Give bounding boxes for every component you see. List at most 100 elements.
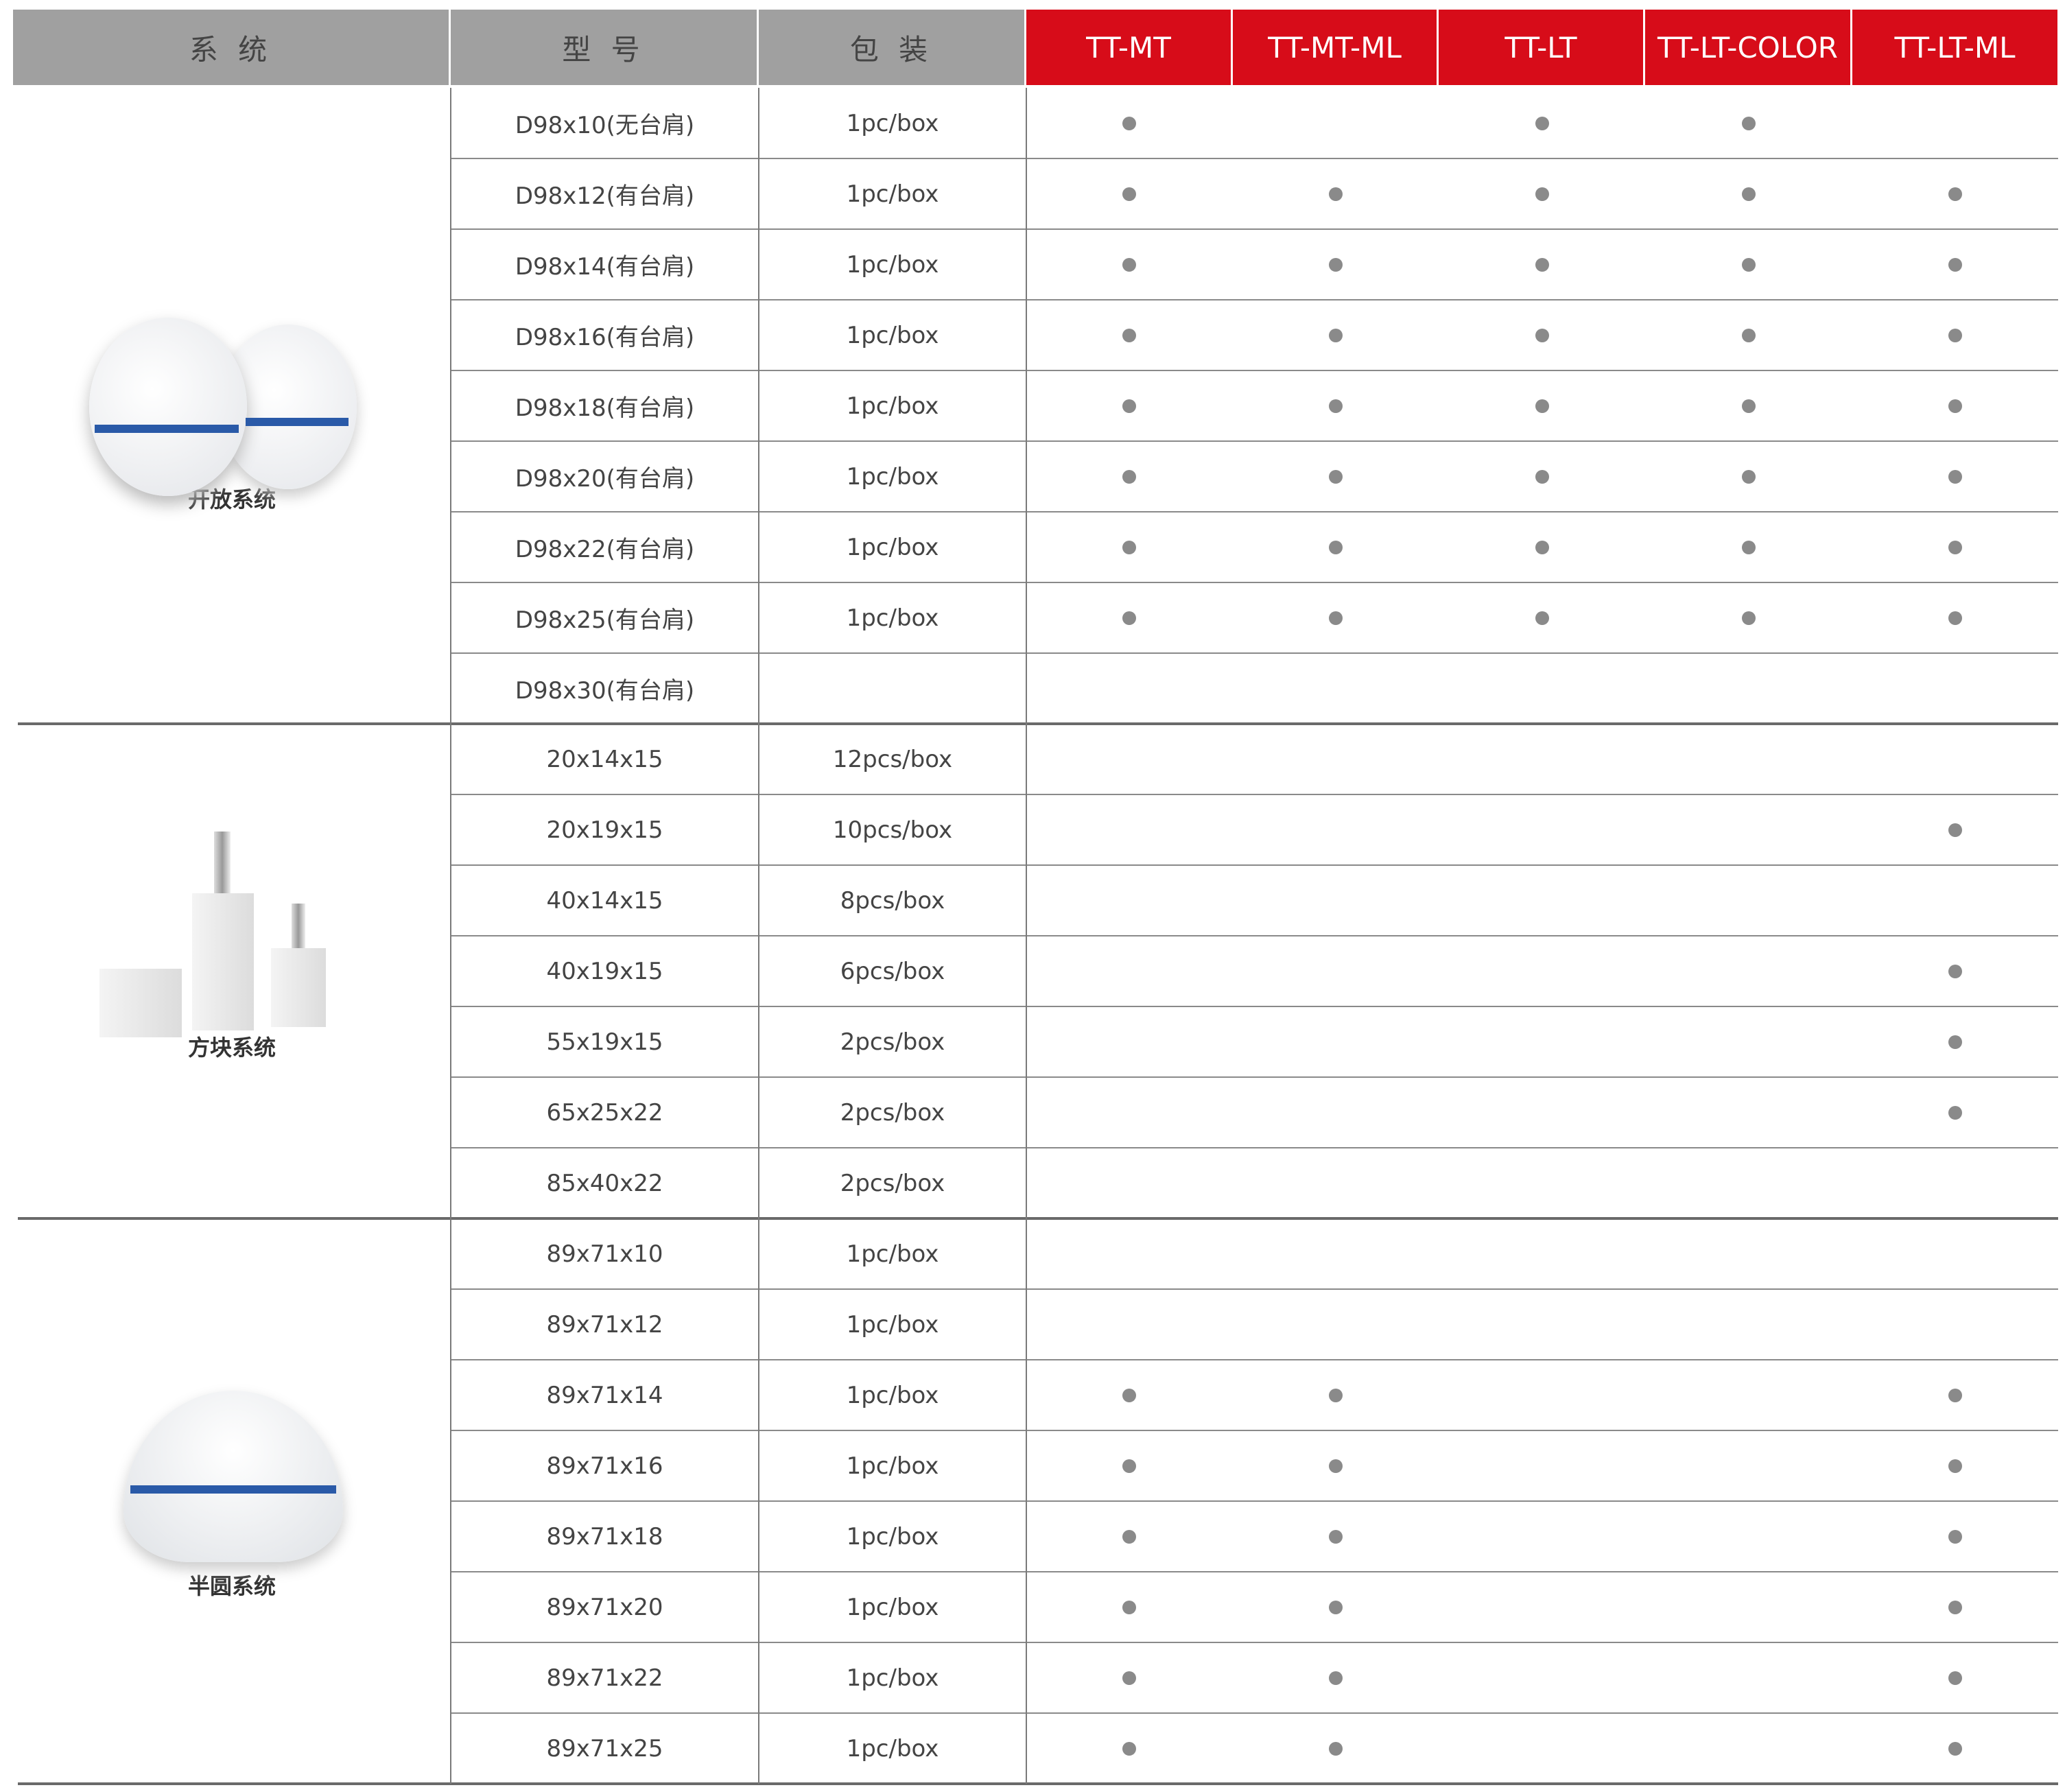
availability-dot — [1948, 1600, 1962, 1614]
availability-dot — [1122, 1671, 1136, 1685]
header-tt-mt-ml: TT-MT-ML — [1233, 10, 1439, 85]
row-divider — [451, 299, 2058, 300]
row-divider — [451, 1076, 2058, 1078]
packaging-cell: 2pcs/box — [840, 1028, 945, 1056]
availability-dot — [1948, 964, 1962, 978]
block-image — [96, 832, 343, 1038]
packaging-cell: 8pcs/box — [840, 886, 945, 915]
availability-dot — [1948, 823, 1962, 837]
semicircle-blank-image — [123, 1390, 343, 1562]
availability-dot — [1122, 328, 1136, 342]
model-cell: 89x71x22 — [546, 1664, 663, 1692]
row-divider — [451, 1006, 2058, 1007]
packaging-cell: 1pc/box — [846, 1522, 939, 1551]
packaging-cell: 1pc/box — [846, 1240, 939, 1268]
model-cell: 85x40x22 — [546, 1169, 663, 1197]
availability-dot — [1122, 1600, 1136, 1614]
model-cell: 55x19x15 — [546, 1028, 663, 1056]
packaging-cell — [759, 653, 1026, 724]
availability-dot — [1535, 611, 1549, 625]
availability-dot — [1329, 1741, 1343, 1756]
row-divider — [451, 1147, 2058, 1148]
availability-dot — [1535, 257, 1549, 272]
row-divider — [451, 511, 2058, 512]
availability-dot — [1329, 1529, 1343, 1544]
availability-dot — [1122, 1388, 1136, 1402]
availability-dot — [1122, 1459, 1136, 1473]
packaging-cell: 1pc/box — [846, 462, 939, 491]
model-cell: 40x19x15 — [546, 957, 663, 985]
availability-dot — [1742, 469, 1756, 484]
availability-dot — [1122, 116, 1136, 130]
group-divider — [18, 1782, 2058, 1785]
availability-dot — [1948, 1529, 1962, 1544]
model-cell: D98x25(有台肩) — [515, 606, 695, 634]
packaging-cell: 12pcs/box — [832, 745, 953, 773]
availability-dot — [1329, 1388, 1343, 1402]
availability-dot — [1948, 1741, 1962, 1756]
header-packaging: 包 装 — [759, 10, 1026, 85]
model-cell: 89x71x16 — [546, 1452, 663, 1480]
availability-dot — [1742, 257, 1756, 272]
row-divider — [451, 440, 2058, 442]
packaging-cell: 1pc/box — [846, 1310, 939, 1339]
availability-dot — [1742, 399, 1756, 413]
model-cell: 40x14x15 — [546, 886, 663, 915]
packaging-cell: 6pcs/box — [840, 957, 945, 985]
header-tt-lt: TT-LT — [1439, 10, 1645, 85]
packaging-cell: 1pc/box — [846, 250, 939, 279]
row-divider — [451, 1359, 2058, 1360]
group-label: 半圆系统 — [187, 1572, 276, 1599]
row-divider — [451, 370, 2058, 371]
availability-dot — [1742, 328, 1756, 342]
model-cell: 20x14x15 — [546, 745, 663, 773]
model-cell: 89x71x18 — [546, 1522, 663, 1551]
availability-dot — [1948, 399, 1962, 413]
model-cell: D98x10(无台肩) — [515, 112, 695, 139]
row-divider — [451, 1288, 2058, 1290]
row-divider — [451, 652, 2058, 654]
packaging-cell: 1pc/box — [846, 392, 939, 420]
availability-dot — [1122, 1529, 1136, 1544]
model-cell: D98x20(有台肩) — [515, 465, 695, 493]
model-cell: D98x30(有台肩) — [515, 677, 695, 705]
availability-dot — [1122, 540, 1136, 554]
availability-dot — [1122, 1741, 1136, 1756]
availability-dot — [1329, 257, 1343, 272]
packaging-cell: 1pc/box — [846, 1381, 939, 1409]
availability-dot — [1948, 1671, 1962, 1685]
header-model: 型 号 — [451, 10, 759, 85]
model-cell: D98x18(有台肩) — [515, 394, 695, 422]
group-divider — [18, 722, 2058, 725]
row-divider — [451, 794, 2058, 795]
availability-dot — [1948, 611, 1962, 625]
availability-dot — [1948, 1459, 1962, 1473]
packaging-cell: 1pc/box — [846, 533, 939, 561]
row-divider — [451, 1500, 2058, 1502]
column-divider — [758, 88, 759, 1784]
availability-dot — [1742, 540, 1756, 554]
availability-dot — [1948, 187, 1962, 201]
packaging-cell: 1pc/box — [846, 321, 939, 349]
header-system: 系 统 — [13, 10, 451, 85]
availability-dot — [1329, 1671, 1343, 1685]
availability-dot — [1948, 1105, 1962, 1120]
row-divider — [451, 1571, 2058, 1572]
availability-dot — [1122, 469, 1136, 484]
packaging-cell: 1pc/box — [846, 1593, 939, 1621]
availability-dot — [1329, 1600, 1343, 1614]
availability-dot — [1122, 187, 1136, 201]
row-divider — [451, 158, 2058, 159]
model-cell: 89x71x20 — [546, 1593, 663, 1621]
model-cell: D98x14(有台肩) — [515, 253, 695, 281]
availability-dot — [1329, 611, 1343, 625]
model-cell: D98x22(有台肩) — [515, 536, 695, 563]
header-tt-lt-ml: TT-LT-ML — [1852, 10, 2057, 85]
availability-dot — [1948, 469, 1962, 484]
availability-dot — [1329, 187, 1343, 201]
availability-dot — [1535, 469, 1549, 484]
row-divider — [451, 1712, 2058, 1714]
availability-dot — [1122, 399, 1136, 413]
packaging-cell: 2pcs/box — [840, 1169, 945, 1197]
packaging-cell: 1pc/box — [846, 1664, 939, 1692]
